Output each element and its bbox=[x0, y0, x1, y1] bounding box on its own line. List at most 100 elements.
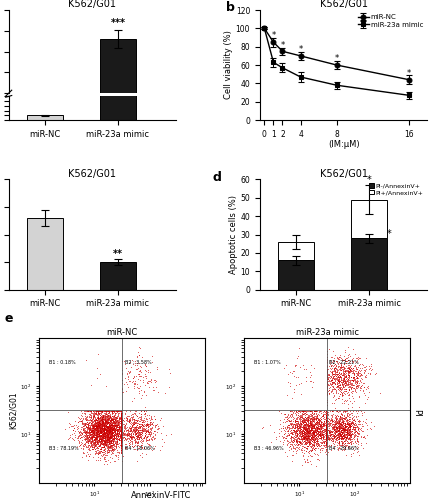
Point bbox=[89, 428, 96, 436]
Point bbox=[111, 418, 118, 426]
Point bbox=[111, 428, 118, 436]
Point bbox=[341, 429, 348, 437]
Point bbox=[112, 434, 119, 442]
Point bbox=[344, 426, 351, 434]
Point bbox=[93, 433, 100, 441]
Point bbox=[300, 430, 307, 438]
Point bbox=[111, 432, 118, 440]
Point bbox=[101, 438, 108, 446]
Point bbox=[112, 421, 119, 429]
Point bbox=[309, 434, 316, 442]
Point bbox=[89, 428, 95, 436]
Point bbox=[331, 427, 338, 435]
Point bbox=[302, 420, 309, 428]
Point bbox=[309, 416, 316, 424]
Point bbox=[72, 432, 78, 440]
Point bbox=[317, 432, 324, 440]
Point bbox=[135, 435, 142, 443]
Point bbox=[126, 419, 133, 427]
Point bbox=[109, 416, 116, 424]
Point bbox=[85, 420, 92, 428]
Point bbox=[311, 416, 318, 424]
Point bbox=[347, 427, 354, 435]
Point bbox=[307, 429, 313, 437]
Point bbox=[328, 430, 335, 438]
Point bbox=[294, 419, 301, 427]
Point bbox=[92, 424, 99, 432]
Point bbox=[346, 432, 353, 440]
Point bbox=[303, 438, 310, 446]
Point bbox=[298, 428, 305, 436]
Point bbox=[299, 422, 306, 430]
Point bbox=[110, 415, 117, 423]
Point bbox=[342, 414, 349, 422]
Point bbox=[310, 429, 317, 437]
Point bbox=[74, 434, 81, 442]
Point bbox=[296, 423, 303, 431]
Point bbox=[112, 408, 119, 416]
Point bbox=[90, 431, 97, 439]
Point bbox=[94, 418, 101, 426]
Point bbox=[99, 440, 106, 448]
Point bbox=[337, 407, 344, 415]
Point bbox=[304, 436, 311, 444]
Point bbox=[138, 416, 145, 424]
Point bbox=[344, 439, 351, 447]
Point bbox=[276, 407, 283, 415]
Point bbox=[313, 414, 320, 422]
Point bbox=[287, 426, 294, 434]
Point bbox=[340, 440, 347, 448]
Point bbox=[305, 438, 312, 446]
Point bbox=[310, 414, 317, 422]
Point bbox=[105, 435, 112, 443]
Point bbox=[77, 444, 84, 452]
Point bbox=[306, 440, 313, 448]
Point bbox=[294, 424, 301, 432]
Point bbox=[292, 428, 299, 436]
Point bbox=[114, 430, 121, 438]
Point bbox=[86, 433, 93, 441]
Point bbox=[131, 428, 138, 436]
Point bbox=[120, 427, 127, 435]
Point bbox=[117, 440, 124, 448]
Point bbox=[100, 440, 107, 448]
Point bbox=[109, 444, 116, 452]
Point bbox=[109, 445, 116, 453]
Point bbox=[94, 414, 101, 422]
Point bbox=[133, 426, 140, 434]
Point bbox=[95, 416, 102, 424]
Point bbox=[320, 410, 327, 418]
Point bbox=[97, 424, 104, 432]
Point bbox=[79, 424, 86, 432]
Point bbox=[104, 428, 111, 436]
Point bbox=[295, 407, 302, 415]
Point bbox=[110, 439, 117, 447]
Point bbox=[143, 421, 150, 429]
Point bbox=[107, 415, 114, 423]
Point bbox=[336, 419, 343, 427]
Text: b: b bbox=[226, 1, 235, 14]
Point bbox=[94, 409, 101, 417]
Point bbox=[137, 432, 144, 440]
Point bbox=[88, 418, 95, 426]
Point bbox=[101, 450, 108, 458]
Point bbox=[322, 414, 329, 422]
Point bbox=[320, 430, 327, 438]
Point bbox=[123, 426, 130, 434]
Point bbox=[320, 428, 327, 436]
Point bbox=[106, 442, 113, 450]
Point bbox=[78, 426, 85, 434]
Point bbox=[326, 432, 333, 440]
Point bbox=[347, 366, 354, 374]
Point bbox=[304, 415, 311, 423]
Point bbox=[309, 414, 316, 422]
Point bbox=[346, 426, 353, 434]
Point bbox=[89, 438, 96, 446]
Point bbox=[310, 436, 317, 444]
Point bbox=[111, 425, 118, 433]
Point bbox=[97, 437, 104, 445]
Point bbox=[352, 354, 359, 362]
Point bbox=[338, 362, 345, 370]
Point bbox=[97, 413, 104, 421]
Point bbox=[97, 412, 104, 420]
